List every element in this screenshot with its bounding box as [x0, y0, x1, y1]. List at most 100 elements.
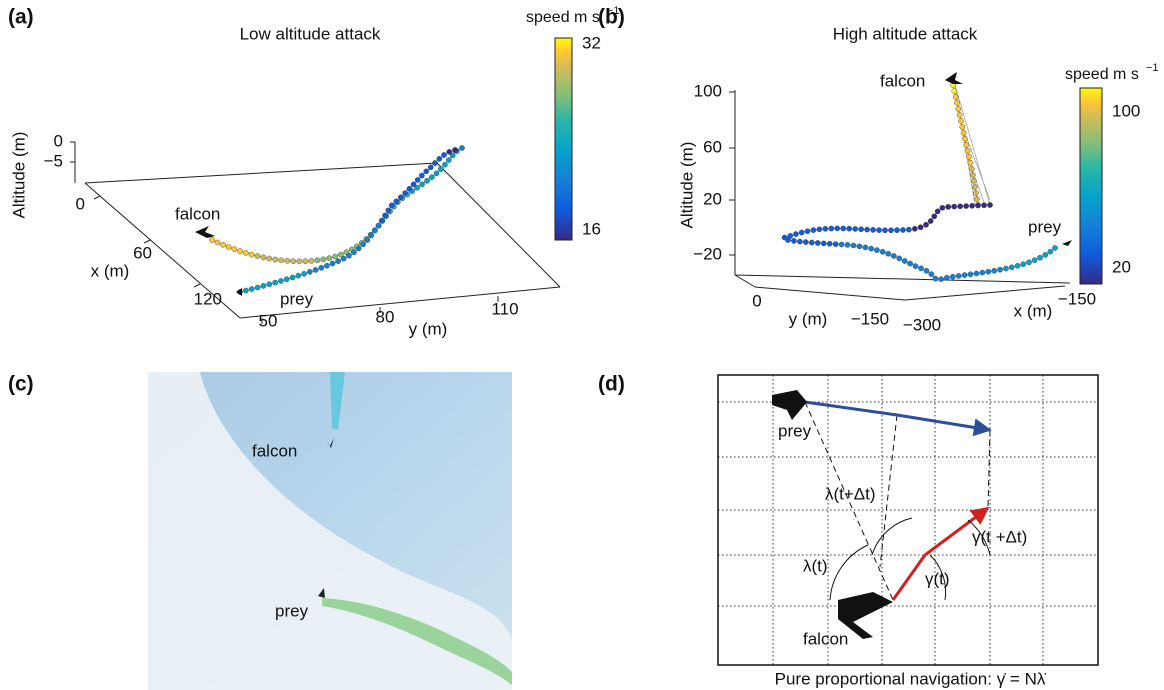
- trajectory-point: [870, 227, 876, 233]
- frame: [717, 374, 1099, 666]
- trajectory-point: [278, 257, 285, 264]
- trajectory-point: [803, 239, 809, 245]
- tick-label: 0: [76, 194, 85, 213]
- trajectory-point: [335, 258, 341, 264]
- trajectory-point: [372, 227, 378, 234]
- trajectory-point: [432, 160, 438, 166]
- trajectory-point: [949, 273, 956, 280]
- trajectory-point: [954, 100, 960, 106]
- trajectory-point: [449, 152, 456, 159]
- trajectory-point: [452, 147, 458, 153]
- trajectory-point: [248, 286, 255, 292]
- trajectory-point: [939, 204, 946, 211]
- panel-label: (c): [8, 373, 34, 396]
- trajectory-point: [844, 242, 851, 248]
- colorbar-tick: 32: [582, 33, 601, 52]
- trajectory-point: [385, 207, 392, 214]
- trajectory-point: [963, 142, 970, 148]
- trajectory-point: [958, 118, 964, 124]
- prey-trajectory: [239, 149, 456, 293]
- trajectory-point: [248, 251, 255, 258]
- trajectory-point: [862, 244, 869, 251]
- tick-label: 110: [491, 299, 518, 318]
- trajectory-point: [934, 208, 941, 215]
- trajectory-point: [436, 156, 443, 162]
- axis-label: x (m): [91, 261, 130, 280]
- panel-title: High altitude attack: [833, 24, 978, 43]
- axis-ticks: [729, 91, 735, 256]
- tick-label: 60: [133, 243, 152, 262]
- tick-label: 0: [752, 291, 761, 310]
- trajectory-point: [967, 159, 974, 166]
- trajectory-point: [1014, 263, 1021, 269]
- trajectory-point: [808, 239, 815, 246]
- trajectory-point: [1031, 257, 1038, 263]
- trajectory-point: [928, 271, 935, 277]
- panel-label: (b): [598, 6, 625, 29]
- tick-label: 20: [703, 189, 722, 208]
- tick-label: 60: [703, 137, 722, 156]
- trajectory-point: [301, 271, 307, 277]
- trajectory-point: [260, 283, 267, 289]
- trajectory-point: [985, 268, 992, 275]
- trajectory-point: [838, 241, 845, 248]
- trajectory-point: [410, 181, 417, 188]
- trajectory-point: [446, 149, 453, 155]
- trajectory-point: [820, 240, 827, 247]
- trajectory-point: [438, 166, 444, 172]
- tick-label: −20: [693, 244, 722, 263]
- trajectory-point: [957, 203, 963, 210]
- trajectory-point: [225, 244, 232, 250]
- trajectory-point: [254, 284, 261, 291]
- trajectory-point: [864, 226, 870, 233]
- trajectory-point: [944, 274, 950, 281]
- trajectory-point: [429, 174, 435, 180]
- colorbar-tick: 16: [582, 219, 601, 238]
- trajectory-point: [272, 279, 278, 286]
- trajectory-point: [840, 225, 847, 232]
- trajectory-point: [209, 237, 215, 243]
- trajectory-point: [826, 240, 833, 247]
- trajectory-point: [852, 226, 858, 232]
- tick-label: 80: [376, 307, 395, 326]
- prey-icon: [1062, 240, 1072, 246]
- trajectory-point: [278, 278, 284, 284]
- trajectory-point: [798, 229, 805, 236]
- trajectory-point: [951, 203, 957, 210]
- falcon-track: [330, 372, 345, 430]
- annotation: λ(t+Δt): [825, 484, 876, 503]
- trajectory-point: [289, 274, 296, 281]
- trajectory-point: [981, 202, 987, 209]
- axis-box: [734, 90, 1071, 301]
- trajectory-point: [220, 242, 226, 248]
- trajectory-point: [991, 267, 997, 274]
- trajectory-point: [955, 273, 962, 279]
- trajectory-point: [979, 269, 986, 276]
- trajectory-point: [938, 276, 944, 282]
- trajectory-point: [364, 237, 371, 243]
- falcon-trajectory: [211, 147, 463, 262]
- trajectory-point: [1052, 245, 1058, 251]
- trajectory-point: [959, 124, 966, 130]
- caption: Pure proportional navigation: γ̇ = Nλ̇: [775, 669, 1047, 688]
- trajectory-point: [340, 255, 347, 262]
- trajectory-point: [931, 213, 938, 220]
- trajectory-point: [414, 184, 420, 191]
- trajectory-point: [1047, 248, 1054, 255]
- trajectory-point: [834, 225, 841, 232]
- trajectory-point: [260, 254, 267, 261]
- trajectory-point: [932, 275, 939, 282]
- trajectory-point: [814, 240, 821, 246]
- trajectory-point: [968, 165, 975, 172]
- panel-c: (c) falcon prey: [8, 372, 512, 690]
- trajectory-point: [912, 263, 919, 269]
- trajectory-point: [459, 145, 465, 151]
- trajectory-point: [858, 226, 864, 233]
- tick-label: −150: [851, 309, 889, 328]
- trajectory-point: [970, 171, 976, 178]
- falcon-icon: [945, 72, 963, 84]
- colorbar: [554, 37, 573, 241]
- trajectory-point: [894, 227, 900, 233]
- trajectory-point: [243, 250, 249, 256]
